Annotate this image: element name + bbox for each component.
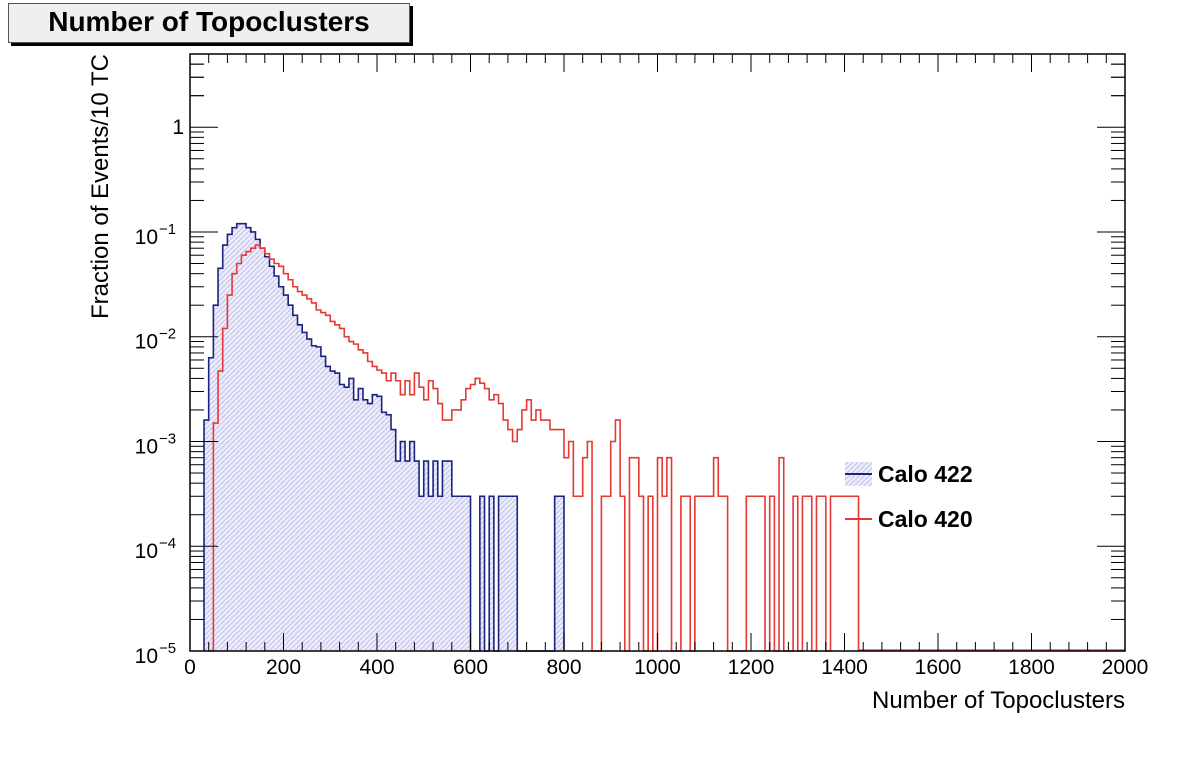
x-tick-label: 600 <box>453 656 488 679</box>
x-tick-label: 1200 <box>728 656 775 679</box>
y-tick-exponent: −2 <box>159 326 176 343</box>
y-tick-label: 10 <box>135 435 158 458</box>
y-tick-label: 10 <box>135 540 158 563</box>
x-tick-label: 2000 <box>1102 656 1149 679</box>
y-tick-exponent: −4 <box>159 535 176 552</box>
y-tick-label: 10 <box>135 645 158 668</box>
y-tick-exponent: −1 <box>159 221 176 238</box>
histogram-layer <box>203 222 1125 652</box>
series-fill-calo-422 <box>204 223 564 651</box>
legend-label: Calo 420 <box>878 506 973 532</box>
axis-ticks <box>189 53 1126 652</box>
x-tick-label: 200 <box>266 656 301 679</box>
legend-label: Calo 422 <box>878 461 973 487</box>
tick-labels: 0 200 400 600 800 1000 1200 1400 1600 1800 2000 1 10… <box>135 116 1149 679</box>
y-axis-label: Fraction of Events/10 TC <box>87 54 114 319</box>
x-tick-label: 1000 <box>634 656 681 679</box>
x-tick-label: 0 <box>184 656 196 679</box>
x-tick-label: 1400 <box>821 656 868 679</box>
y-tick-exponent: −5 <box>159 640 176 657</box>
x-tick-label: 800 <box>546 656 581 679</box>
y-tick-label: 10 <box>135 226 158 249</box>
y-tick-label: 1 <box>172 116 184 139</box>
chart-title-box: Number of Topoclusters <box>8 3 410 43</box>
legend: Calo 422 Calo 420 <box>845 461 973 532</box>
y-tick-label: 10 <box>135 331 158 354</box>
x-tick-label: 400 <box>359 656 394 679</box>
x-tick-label: 1600 <box>915 656 962 679</box>
x-tick-label: 1800 <box>1008 656 1055 679</box>
y-tick-exponent: −3 <box>159 430 176 447</box>
chart-title: Number of Topoclusters <box>48 6 370 37</box>
x-axis-label: Number of Topoclusters <box>872 687 1125 714</box>
